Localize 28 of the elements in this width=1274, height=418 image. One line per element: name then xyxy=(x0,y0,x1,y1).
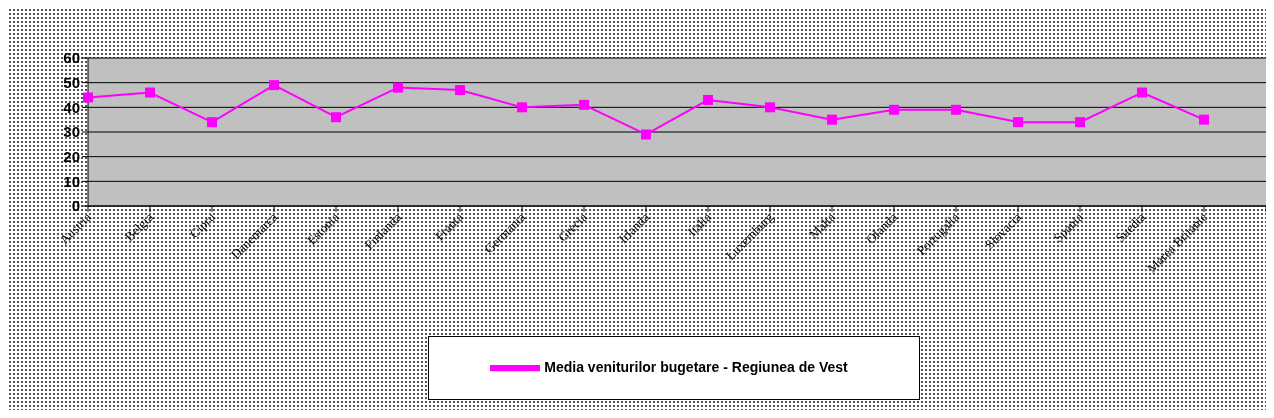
point xyxy=(517,102,527,113)
y-tick-label: 0 xyxy=(71,197,80,215)
point xyxy=(951,104,961,115)
point xyxy=(765,102,775,113)
point xyxy=(207,117,217,128)
point xyxy=(579,99,589,110)
point xyxy=(269,80,279,91)
point xyxy=(455,85,465,96)
point xyxy=(393,82,403,93)
point xyxy=(827,114,837,125)
point xyxy=(1075,117,1085,128)
point xyxy=(703,94,713,105)
y-tick-label: 40 xyxy=(63,98,80,116)
point xyxy=(889,104,899,115)
y-tick-label: 20 xyxy=(63,147,80,165)
point xyxy=(641,129,651,140)
point xyxy=(1137,87,1147,98)
point xyxy=(145,87,155,98)
point xyxy=(83,92,93,103)
point xyxy=(331,112,341,123)
point xyxy=(1199,114,1209,125)
x-tick-label: Italia xyxy=(684,209,715,240)
point xyxy=(1013,117,1023,128)
y-tick-label: 30 xyxy=(63,123,80,141)
legend-label: Media veniturilor bugetare - Regiunea de Vest xyxy=(544,358,848,375)
y-tick-label: 60 xyxy=(63,49,80,67)
y-tick-label: 50 xyxy=(63,73,80,91)
y-tick-label: 10 xyxy=(63,172,80,190)
